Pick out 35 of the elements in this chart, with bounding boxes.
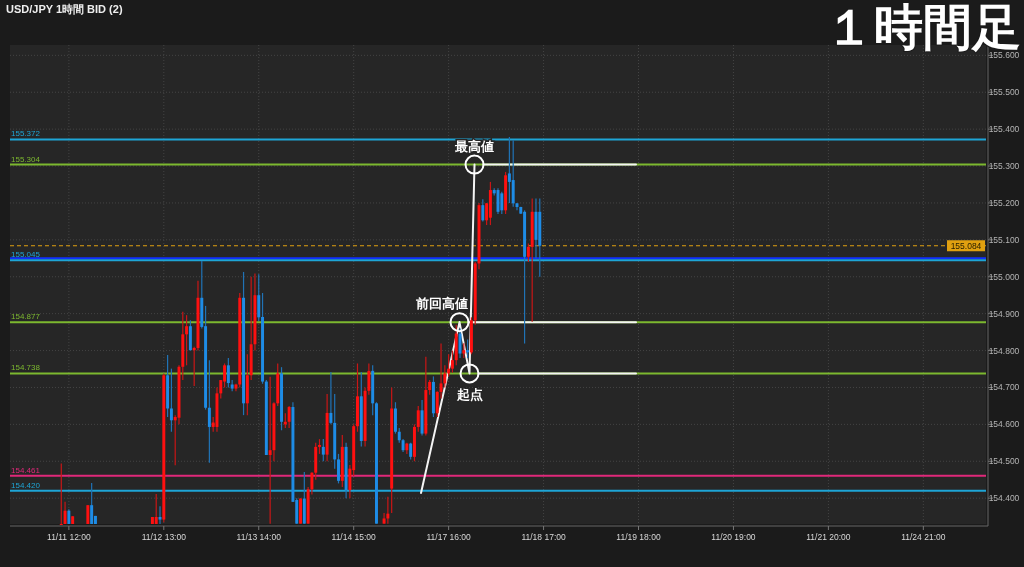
annotation: 最高値 (455, 138, 494, 154)
ref-line-label: 155.045 (11, 250, 40, 260)
ref-line-label: 155.304 (11, 154, 40, 164)
y-tick-label: 155.100 (988, 234, 1020, 245)
ref-line-label: 155.084 (947, 240, 985, 252)
x-tick-label: 11/14 15:00 (331, 532, 376, 542)
y-tick-label: 155.500 (988, 87, 1020, 98)
annotation: 起点 (456, 387, 483, 403)
x-tick-label: 11/24 21:00 (901, 532, 946, 542)
ref-line-label: 155.372 (11, 129, 40, 139)
subtitle: USD/JPY 1時間 BID (2) (6, 3, 123, 15)
ref-line-label: 154.461 (11, 465, 40, 475)
x-tick-label: 11/12 13:00 (141, 532, 186, 542)
annotation: 前回高値 (415, 296, 468, 312)
x-tick-label: 11/17 16:00 (426, 532, 471, 542)
y-tick-label: 154.400 (988, 493, 1020, 504)
y-tick-label: 154.500 (988, 456, 1020, 467)
x-tick-label: 11/21 20:00 (806, 532, 851, 542)
y-tick-label: 154.700 (988, 382, 1020, 393)
y-tick-label: 155.400 (988, 124, 1020, 135)
y-tick-label: 155.000 (988, 271, 1020, 282)
y-tick-label: 155.600 (988, 50, 1020, 61)
x-tick-label: 11/11 12:00 (47, 532, 91, 542)
y-tick-label: 154.600 (988, 419, 1020, 430)
y-tick-label: 155.300 (988, 161, 1020, 172)
ref-line-label: 154.420 (11, 480, 40, 490)
y-tick-label: 154.900 (988, 308, 1020, 319)
x-tick-label: 11/18 17:00 (521, 532, 566, 542)
y-tick-label: 154.800 (988, 345, 1020, 356)
x-tick-label: 11/19 18:00 (616, 532, 661, 542)
ref-line-label: 154.877 (11, 312, 40, 322)
x-tick-label: 11/13 14:00 (236, 532, 281, 542)
x-tick-label: 11/20 19:00 (711, 532, 756, 542)
ref-line-label: 154.738 (11, 363, 40, 373)
y-tick-label: 155.200 (988, 197, 1020, 208)
